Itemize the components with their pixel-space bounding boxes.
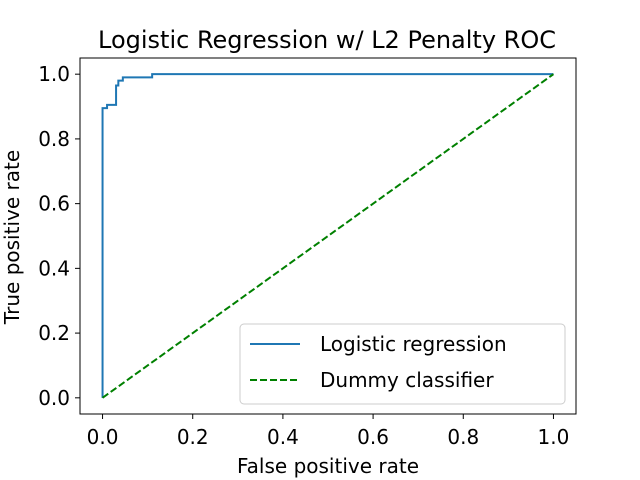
y-tick-label: 0.2 <box>38 321 70 345</box>
y-tick-label: 0.6 <box>38 192 70 216</box>
x-tick-label: 0.0 <box>87 425 119 449</box>
x-tick-label: 0.8 <box>447 425 479 449</box>
x-tick-label: 0.2 <box>177 425 209 449</box>
x-tick-label: 0.4 <box>267 425 299 449</box>
legend-box <box>239 323 566 405</box>
chart-title: Logistic Regression w/ L2 Penalty ROC <box>98 26 556 54</box>
x-tick-label: 1.0 <box>538 425 570 449</box>
x-axis-title: False positive rate <box>237 454 419 478</box>
legend-label: Logistic regression <box>320 332 507 356</box>
series-line-dummy-classifier <box>101 73 555 399</box>
legend-label: Dummy classifier <box>320 368 494 392</box>
y-tick-label: 0.0 <box>38 386 70 410</box>
x-axis-ticks: 0.0 0.2 0.4 0.6 0.8 1.0 <box>87 414 570 449</box>
y-tick-label: 0.8 <box>38 127 70 151</box>
y-tick-label: 0.4 <box>38 256 70 280</box>
y-tick-label: 1.0 <box>38 62 70 86</box>
y-axis-ticks: 0.0 0.2 0.4 0.6 0.8 1.0 <box>38 62 80 410</box>
legend: Logistic regression Dummy classifier <box>239 323 566 405</box>
y-axis-title: True positive rate <box>0 150 24 325</box>
plot-frame <box>79 57 577 415</box>
x-tick-label: 0.6 <box>357 425 389 449</box>
series-line-logistic-regression <box>101 73 554 398</box>
plot-area <box>79 57 577 415</box>
